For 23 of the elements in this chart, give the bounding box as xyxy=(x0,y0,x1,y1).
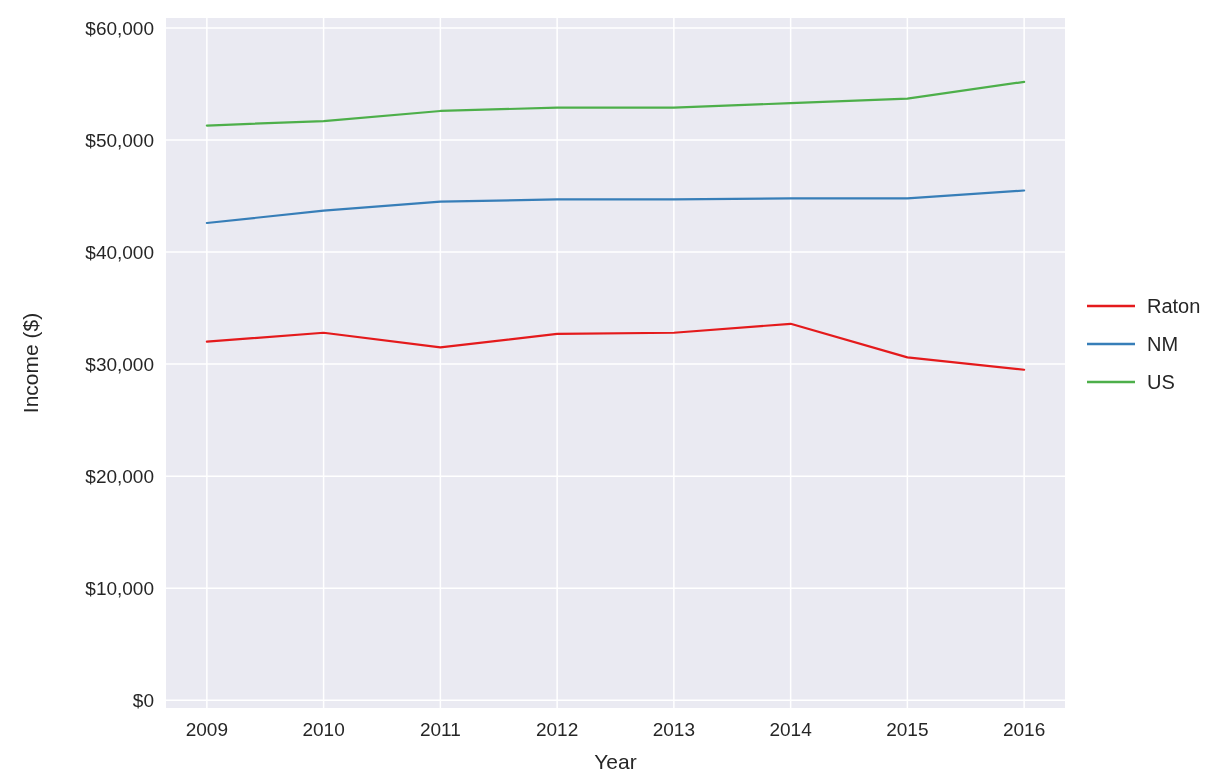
legend-label: US xyxy=(1147,371,1175,393)
x-axis-title: Year xyxy=(594,750,637,769)
y-tick-label: $30,000 xyxy=(85,353,154,375)
x-tick-label: 2014 xyxy=(769,719,813,740)
x-tick-label: 2012 xyxy=(535,719,579,740)
y-tick-label: $50,000 xyxy=(85,129,154,151)
x-tick-label: 2011 xyxy=(419,719,461,740)
x-tick-label: 2013 xyxy=(652,719,696,740)
x-tick-label: 2010 xyxy=(302,719,345,740)
line-series xyxy=(205,322,1026,371)
line-series xyxy=(205,80,1026,127)
x-tick-label: 2015 xyxy=(886,719,929,740)
x-tick-label: 2016 xyxy=(1003,719,1046,740)
y-axis-title: Income ($) xyxy=(19,312,42,414)
line-series xyxy=(205,189,1026,225)
y-tick-label: $10,000 xyxy=(85,577,154,599)
legend-label: Raton xyxy=(1147,295,1201,317)
x-tick-label: 2009 xyxy=(185,719,228,740)
y-tick-label: $20,000 xyxy=(85,465,154,487)
y-tick-label: $0 xyxy=(132,689,154,711)
y-tick-label: $60,000 xyxy=(85,17,154,39)
y-tick-label: $40,000 xyxy=(85,241,154,263)
legend-label: NM xyxy=(1147,333,1179,355)
